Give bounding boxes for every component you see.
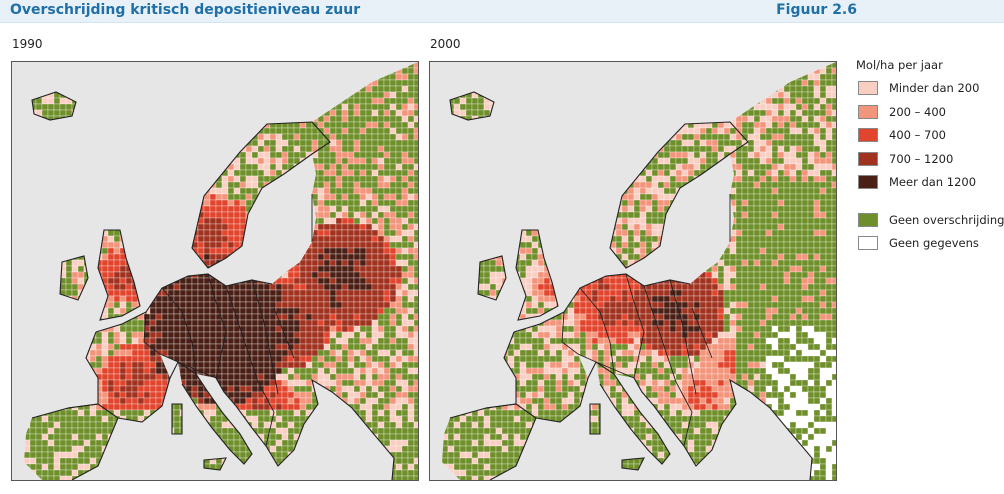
country-border xyxy=(225,285,259,383)
country-border xyxy=(625,273,645,379)
figure-title: Overschrijding kritisch depositieniveau … xyxy=(10,2,361,18)
legend-label-no-data: Geen gegevens xyxy=(889,236,979,250)
country-border xyxy=(207,273,227,379)
legend-item-no-data: Geen gegevens xyxy=(856,235,1001,259)
coastline xyxy=(117,361,253,465)
coastline xyxy=(477,255,507,301)
map-1990-canvas xyxy=(12,62,418,480)
legend-item-gt1200: Meer dan 1200 xyxy=(856,174,1001,198)
country-border xyxy=(161,287,197,375)
coastline xyxy=(31,91,77,121)
country-border xyxy=(643,285,677,383)
legend-item-lt200: Minder dan 200 xyxy=(856,80,1001,104)
legend-swatch-400-700 xyxy=(858,128,878,142)
coastline xyxy=(515,229,559,321)
legend-swatch-200-400 xyxy=(858,104,878,119)
country-border xyxy=(669,279,697,395)
map-2000 xyxy=(429,61,837,481)
legend-other: Geen overschrijding Geen gegevens xyxy=(856,212,1004,259)
country-border xyxy=(273,307,295,359)
coastline xyxy=(31,331,99,419)
map-year-label-1990: 1990 xyxy=(12,37,43,51)
country-border xyxy=(251,279,279,395)
coastline xyxy=(513,273,691,333)
coastline xyxy=(489,403,537,480)
figure-number: Figuur 2.6 xyxy=(776,2,857,18)
coastline xyxy=(621,457,645,471)
coastline xyxy=(171,403,183,435)
coastline xyxy=(215,377,395,480)
coastline xyxy=(449,91,495,121)
map-2000-canvas xyxy=(430,62,836,480)
coastline xyxy=(633,377,813,480)
legend-swatch-lt200 xyxy=(858,81,878,95)
coastline xyxy=(59,255,89,301)
country-border xyxy=(177,361,217,379)
figure-header: Overschrijding kritisch depositieniveau … xyxy=(0,0,1004,23)
country-border xyxy=(595,361,635,379)
legend-item-no-exceedance: Geen overschrijding xyxy=(856,212,1004,236)
country-border xyxy=(143,311,179,363)
coastline xyxy=(97,229,141,321)
coastline xyxy=(609,121,749,269)
legend-label-400-700: 400 – 700 xyxy=(889,128,946,142)
legend-swatch-no-data xyxy=(858,236,878,250)
country-border xyxy=(675,381,693,447)
legend-label-lt200: Minder dan 200 xyxy=(889,81,980,95)
legend-swatch-700-1200 xyxy=(858,151,878,166)
country-border xyxy=(561,311,597,363)
legend-swatch-no-exceedance xyxy=(858,212,878,227)
legend-label-gt1200: Meer dan 1200 xyxy=(889,175,977,189)
coastline xyxy=(449,331,517,419)
map-year-label-2000: 2000 xyxy=(430,37,461,51)
country-border xyxy=(579,287,615,375)
country-border xyxy=(257,381,275,447)
coastline xyxy=(71,403,119,480)
legend-item-400-700: 400 – 700 xyxy=(856,127,1001,151)
map-1990 xyxy=(11,61,419,481)
legend-item-700-1200: 700 – 1200 xyxy=(856,151,1001,175)
coastline xyxy=(95,273,273,333)
legend-classes: Minder dan 200 200 – 400 400 – 700 700 –… xyxy=(856,80,1001,198)
legend-label-200-400: 200 – 400 xyxy=(889,104,946,119)
coastline xyxy=(535,361,671,465)
coastline xyxy=(191,121,331,269)
legend-swatch-gt1200 xyxy=(858,175,878,189)
legend-label-no-exceedance: Geen overschrijding xyxy=(889,212,1004,227)
legend-title: Mol/ha per jaar xyxy=(856,58,943,72)
legend-label-700-1200: 700 – 1200 xyxy=(889,151,954,166)
legend-item-200-400: 200 – 400 xyxy=(856,104,1001,128)
map-legend: Mol/ha per jaar Minder dan 200 200 – 400… xyxy=(856,58,1004,259)
coastline xyxy=(203,457,227,471)
coastline xyxy=(589,403,601,435)
country-border xyxy=(691,307,713,359)
